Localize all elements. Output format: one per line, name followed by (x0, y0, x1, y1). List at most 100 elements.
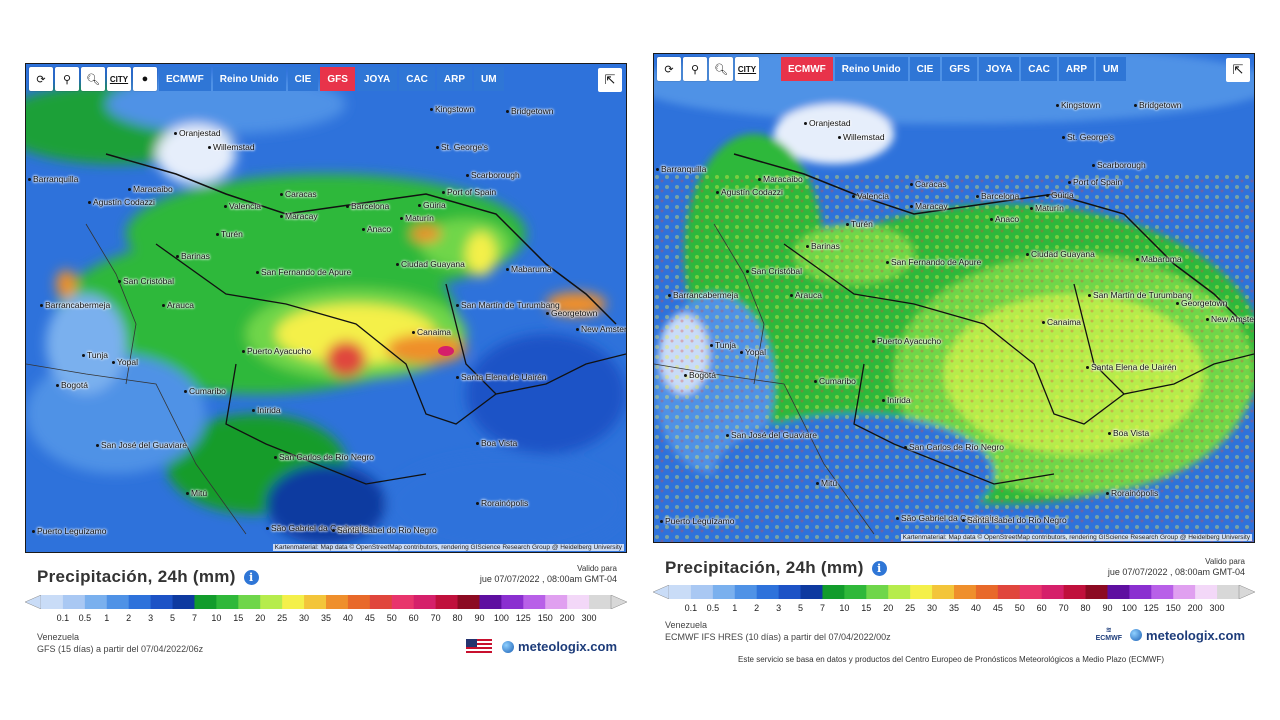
place-name: San Cristóbal (123, 276, 175, 286)
scale-swatch (1151, 585, 1174, 599)
scale-tick-label: 25 (277, 613, 288, 623)
model-button-reino-unido[interactable]: Reino Unido (834, 57, 908, 81)
place-label: Mitú (186, 488, 207, 498)
scale-tick-label: 200 (559, 613, 575, 623)
location-pin-icon[interactable]: ⚲ (55, 67, 79, 91)
scale-tick-label: 2 (126, 613, 132, 623)
place-label: Tunja (710, 340, 736, 350)
gfs-precip-map[interactable]: ⟳ ⚲ 🔍︎ CITY ● ECMWF Reino Unido CIE GFS … (25, 63, 627, 553)
place-name: Maracaibo (133, 184, 173, 194)
place-name: San Carlos de Río Negro (279, 452, 374, 462)
model-button-gfs[interactable]: GFS (942, 57, 977, 81)
refresh-icon[interactable]: ⟳ (29, 67, 53, 91)
scale-tick-label: 15 (861, 603, 872, 613)
place-name: Tunja (715, 340, 736, 350)
scale-swatch (216, 595, 239, 609)
city-dot-icon (976, 195, 979, 199)
ecmwf-precip-map[interactable]: ⟳ ⚲ 🔍︎ CITY ECMWF Reino Unido CIE GFS JO… (653, 53, 1255, 543)
ecmwf-map-toolbar: ⟳ ⚲ 🔍︎ CITY ECMWF Reino Unido CIE GFS JO… (657, 57, 1126, 81)
ecmwf-run-info: Venezuela ECMWF IFS HRES (10 días) a par… (665, 619, 891, 643)
scale-tick-label: 50 (386, 613, 397, 623)
scale-swatch (150, 595, 174, 609)
scale-swatch (844, 585, 867, 599)
scale-swatch (712, 585, 736, 599)
info-icon[interactable]: i (871, 560, 887, 576)
share-icon[interactable]: ⇱ (1226, 58, 1250, 82)
scale-swatch (954, 585, 977, 599)
info-icon[interactable]: i (243, 569, 259, 585)
scale-swatch (282, 595, 305, 609)
place-name: St. George's (1067, 132, 1114, 142)
city-dot-icon (266, 527, 269, 531)
model-button-cie[interactable]: CIE (909, 57, 941, 81)
share-icon[interactable]: ⇱ (598, 68, 622, 92)
city-toggle-button[interactable]: CITY (735, 57, 759, 81)
place-label: Maturín (1030, 203, 1064, 213)
model-button-cie[interactable]: CIE (287, 67, 319, 91)
place-name: Anaco (995, 214, 1020, 224)
model-button-ecmwf[interactable]: ECMWF (159, 67, 211, 91)
scale-tick-label: 20 (255, 613, 266, 623)
ecmwf-brand[interactable]: ≋ ECMWF meteologix.com (1096, 627, 1245, 643)
gfs-brand[interactable]: meteologix.com (466, 639, 617, 654)
scale-arrow-right (610, 595, 627, 609)
place-label: Maracaibo (758, 174, 803, 184)
place-label: St. George's (436, 142, 488, 152)
place-name: Boa Vista (481, 438, 518, 448)
place-label: Oranjestad (804, 118, 851, 128)
model-button-joya[interactable]: JOYA (978, 57, 1020, 81)
scale-swatch (545, 595, 568, 609)
place-label: Oranjestad (174, 128, 221, 138)
city-toggle-button[interactable]: CITY (107, 67, 131, 91)
model-run-label: ECMWF IFS HRES (10 días) a partir del 07… (665, 632, 891, 642)
model-button-um[interactable]: UM (1096, 57, 1126, 81)
place-name: Maturín (405, 213, 434, 223)
model-button-gfs[interactable]: GFS (320, 67, 355, 91)
city-dot-icon (838, 136, 841, 140)
place-label: Maturín (400, 213, 434, 223)
us-flag-icon (466, 639, 493, 654)
ecmwf-legend-title: Precipitación, 24h (mm) (665, 558, 864, 577)
model-button-joya[interactable]: JOYA (356, 67, 398, 91)
place-name: Bridgetown (1139, 100, 1182, 110)
scale-swatch (866, 585, 889, 599)
city-dot-icon (456, 376, 459, 380)
city-dot-icon (1176, 302, 1179, 306)
place-name: Oranjestad (809, 118, 851, 128)
scale-swatch (347, 595, 371, 609)
map-attribution: Kartenmaterial: Map data © OpenStreetMap… (272, 544, 624, 551)
zoom-icon[interactable]: 🔍︎ (81, 67, 105, 91)
model-button-arp[interactable]: ARP (436, 67, 473, 91)
city-dot-icon (430, 108, 433, 112)
model-button-reino-unido[interactable]: Reino Unido (212, 67, 286, 91)
model-button-arp[interactable]: ARP (1058, 57, 1095, 81)
zoom-icon[interactable]: 🔍︎ (709, 57, 733, 81)
city-dot-icon (904, 446, 907, 450)
scale-swatch (369, 595, 393, 609)
scale-swatch (910, 585, 933, 599)
gfs-run-info: Venezuela GFS (15 días) a partir del 07/… (37, 631, 203, 655)
place-label: Valencia (224, 201, 261, 211)
city-dot-icon (346, 205, 349, 209)
city-dot-icon (1046, 194, 1049, 198)
refresh-icon[interactable]: ⟳ (657, 57, 681, 81)
location-pin-icon[interactable]: ⚲ (683, 57, 707, 81)
scale-tick-label: 1 (104, 613, 110, 623)
place-name: Barinas (181, 251, 210, 261)
model-button-cac[interactable]: CAC (399, 67, 435, 91)
place-label: Arauca (790, 290, 822, 300)
place-name: Yopal (745, 347, 766, 357)
model-button-cac[interactable]: CAC (1021, 57, 1057, 81)
ecmwf-precip-field (654, 54, 1254, 542)
model-button-um[interactable]: UM (474, 67, 504, 91)
city-dot-icon (684, 374, 687, 378)
place-name: Maturín (1035, 203, 1064, 213)
city-dot-icon (910, 205, 913, 209)
place-label: Canaima (412, 327, 451, 337)
marker-dot-icon[interactable]: ● (133, 67, 157, 91)
city-dot-icon (506, 110, 509, 114)
place-label: Kingstown (1056, 100, 1100, 110)
place-name: Caracas (285, 189, 317, 199)
place-label: Barranquilla (656, 164, 706, 174)
model-button-ecmwf[interactable]: ECMWF (781, 57, 833, 81)
